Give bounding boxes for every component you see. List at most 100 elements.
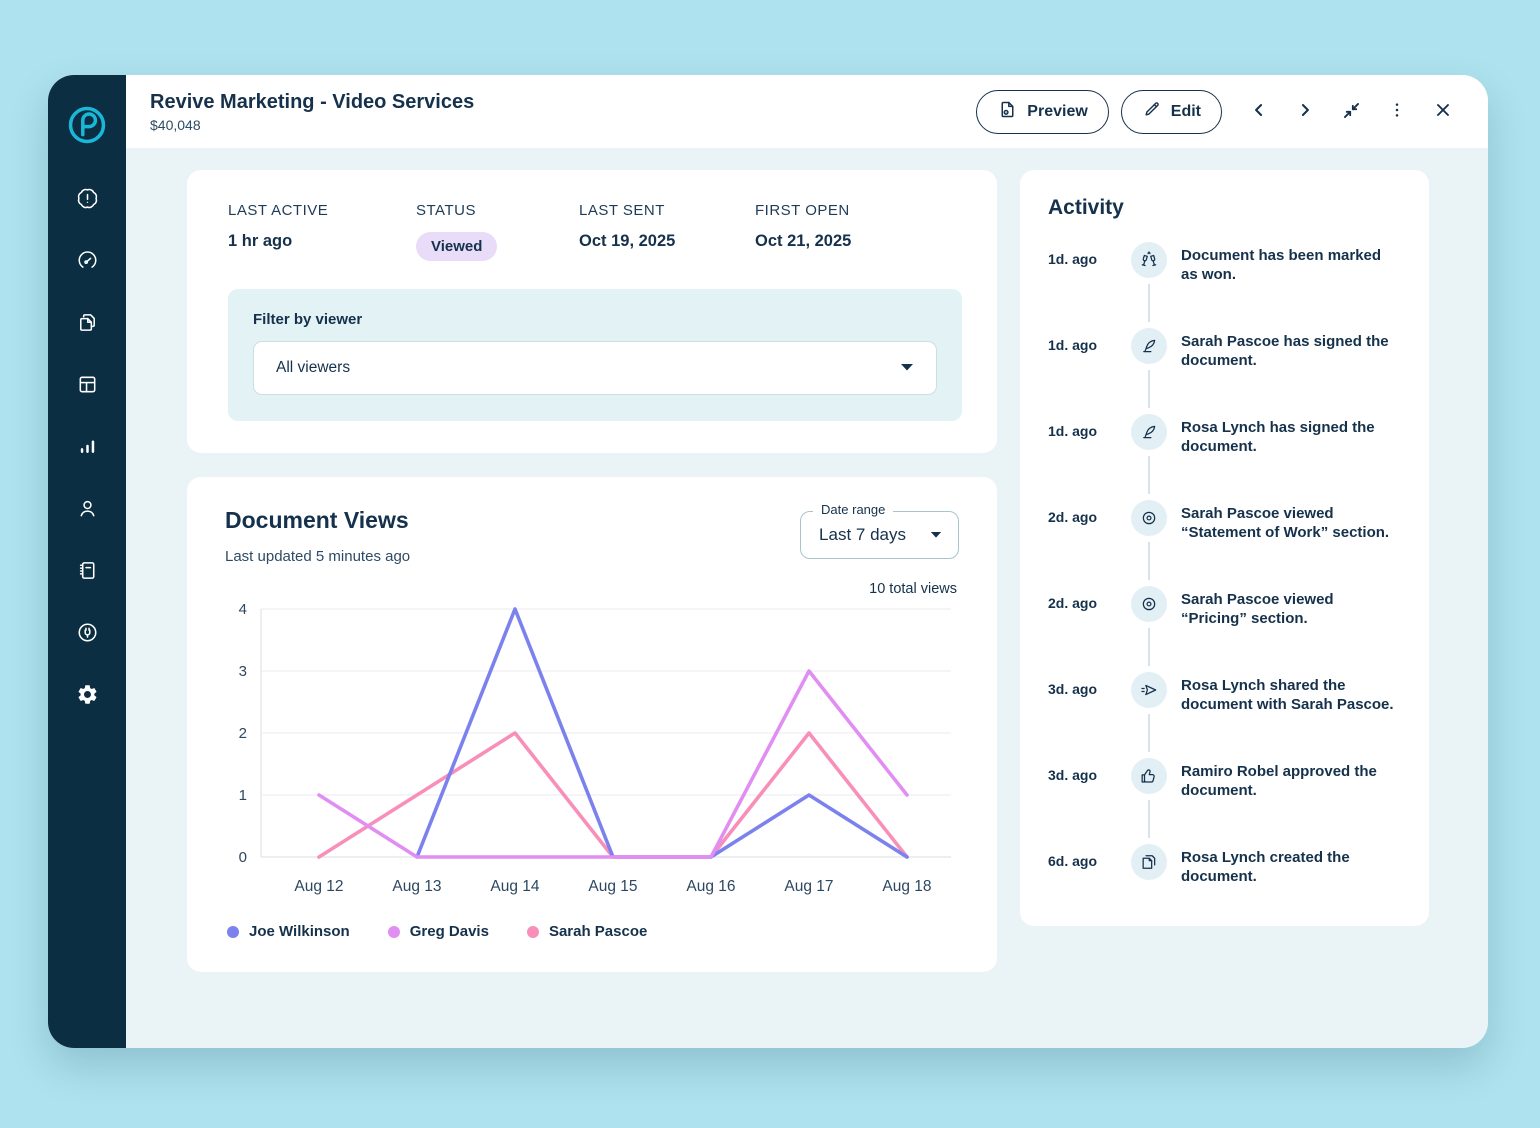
metrics-icon [76, 435, 99, 458]
stat-label: LAST ACTIVE [228, 202, 416, 219]
settings-icon [76, 683, 99, 706]
legend-dot-icon [527, 926, 539, 938]
activity-text: Sarah Pascoe viewed “Statement of Work” … [1181, 500, 1401, 542]
activity-time: 1d. ago [1048, 328, 1114, 353]
activity-item: 2d. ago Sarah Pascoe viewed “Pricing” sec… [1048, 586, 1401, 672]
activity-item: 1d. ago Rosa Lynch has signed the documen… [1048, 414, 1401, 500]
desktop-background: Revive Marketing - Video Services $40,04… [0, 0, 1540, 1128]
sidebar-item-metrics[interactable] [67, 426, 107, 466]
collapse-panel-button[interactable] [1332, 93, 1370, 131]
close-icon [1433, 100, 1453, 123]
contacts-icon [76, 497, 99, 520]
document-views-chart: 01234Aug 12Aug 13Aug 14Aug 15Aug 16Aug 1… [225, 601, 955, 903]
preview-button[interactable]: Preview [976, 90, 1108, 134]
kebab-menu-icon [1387, 100, 1407, 123]
x-tick-label: Aug 17 [784, 878, 833, 895]
document-icon [1131, 844, 1167, 880]
header-actions: Preview Edit [976, 90, 1462, 134]
document-views-card: Document Views Last updated 5 minutes ag… [187, 477, 997, 972]
sidebar-item-contacts[interactable] [67, 488, 107, 528]
stat-label: STATUS [416, 202, 579, 219]
x-tick-label: Aug 13 [392, 878, 441, 895]
collapse-icon [1341, 100, 1362, 124]
speedometer-icon [76, 249, 99, 272]
document-value: $40,048 [150, 117, 474, 133]
sidebar-item-alerts[interactable] [67, 178, 107, 218]
total-views: 10 total views [225, 581, 957, 597]
activity-item: 1d. ago Sarah Pascoe has signed the docum… [1048, 328, 1401, 414]
thumbs-up-icon [1131, 758, 1167, 794]
send-icon [1131, 672, 1167, 708]
sidebar-item-content-library[interactable] [67, 550, 107, 590]
series-line-greg-davis [319, 671, 907, 857]
caret-down-icon [930, 526, 942, 544]
preview-label: Preview [1027, 103, 1087, 121]
activity-time: 1d. ago [1048, 242, 1114, 267]
activity-item: 3d. agoRosa Lynch shared the document wi… [1048, 672, 1401, 758]
previous-document-button[interactable] [1240, 93, 1278, 131]
activity-item: 6d. agoRosa Lynch created the document. [1048, 844, 1401, 896]
x-tick-label: Aug 14 [490, 878, 540, 895]
next-document-button[interactable] [1286, 93, 1324, 131]
views-updated: Last updated 5 minutes ago [225, 548, 410, 565]
legend-item-sarah-pascoe: Sarah Pascoe [527, 923, 647, 940]
x-tick-label: Aug 15 [588, 878, 637, 895]
chart-legend: Joe Wilkinson Greg Davis Sarah Pascoe [225, 923, 959, 940]
close-button[interactable] [1424, 93, 1462, 131]
document-stats-card: LAST ACTIVE 1 hr ago STATUS Viewed LAST … [187, 170, 997, 453]
activity-text: Rosa Lynch has signed the document. [1181, 414, 1401, 456]
documents-icon [76, 311, 99, 334]
legend-dot-icon [227, 926, 239, 938]
proposify-logo-icon [63, 101, 111, 149]
caret-down-icon [900, 359, 914, 377]
activity-text: Rosa Lynch shared the document with Sara… [1181, 672, 1401, 714]
eye-icon [1131, 586, 1167, 622]
activity-text: Document has been marked as won. [1181, 242, 1401, 284]
y-tick-label: 1 [239, 787, 247, 804]
sidebar-item-dashboard[interactable] [67, 240, 107, 280]
stat-status: STATUS Viewed [416, 202, 579, 261]
activity-item: 3d. agoRamiro Robel approved the documen… [1048, 758, 1401, 844]
y-tick-label: 4 [239, 601, 247, 618]
stats-row: LAST ACTIVE 1 hr ago STATUS Viewed LAST … [228, 202, 962, 261]
activity-text: Sarah Pascoe has signed the document. [1181, 328, 1401, 370]
activity-text: Sarah Pascoe viewed “Pricing” section. [1181, 586, 1401, 628]
y-tick-label: 2 [239, 725, 247, 742]
activity-item: 2d. agoSarah Pascoe viewed “Statement of… [1048, 500, 1401, 586]
badge-alert-icon [76, 187, 99, 210]
main-area: LAST ACTIVE 1 hr ago STATUS Viewed LAST … [126, 148, 1488, 1048]
sidebar-item-settings[interactable] [67, 674, 107, 714]
edit-label: Edit [1171, 103, 1201, 121]
stat-value: 1 hr ago [228, 232, 416, 251]
viewer-filter-select[interactable]: All viewers [253, 341, 937, 395]
x-tick-label: Aug 18 [882, 878, 931, 895]
views-title: Document Views [225, 507, 410, 534]
activity-text: Rosa Lynch created the document. [1181, 844, 1401, 886]
legend-label: Greg Davis [410, 923, 489, 940]
stat-value: Oct 19, 2025 [579, 232, 755, 251]
activity-card: Activity 1d. agoDocument has been marked… [1020, 170, 1429, 926]
overview-column: LAST ACTIVE 1 hr ago STATUS Viewed LAST … [187, 170, 997, 972]
eye-icon [1131, 500, 1167, 536]
date-range-value: Last 7 days [819, 525, 906, 545]
sidebar-item-templates[interactable] [67, 364, 107, 404]
sidebar-item-documents[interactable] [67, 302, 107, 342]
activity-time: 2d. ago [1048, 586, 1114, 611]
app-window: Revive Marketing - Video Services $40,04… [48, 75, 1488, 1048]
signature-icon [1131, 414, 1167, 450]
date-range-label: Date range [813, 502, 893, 517]
chevron-right-icon [1295, 100, 1315, 123]
activity-time: 1d. ago [1048, 414, 1114, 439]
edit-button[interactable]: Edit [1121, 90, 1222, 134]
legend-item-joe-wilkinson: Joe Wilkinson [227, 923, 350, 940]
templates-icon [76, 373, 99, 396]
date-range-select[interactable]: Date range Last 7 days [800, 511, 959, 559]
page-title: Revive Marketing - Video Services [150, 91, 474, 114]
filter-label: Filter by viewer [253, 311, 937, 328]
more-options-button[interactable] [1378, 93, 1416, 131]
y-tick-label: 3 [239, 663, 247, 680]
legend-dot-icon [388, 926, 400, 938]
activity-text: Ramiro Robel approved the document. [1181, 758, 1401, 800]
sidebar-item-integrations[interactable] [67, 612, 107, 652]
chevron-left-icon [1249, 100, 1269, 123]
